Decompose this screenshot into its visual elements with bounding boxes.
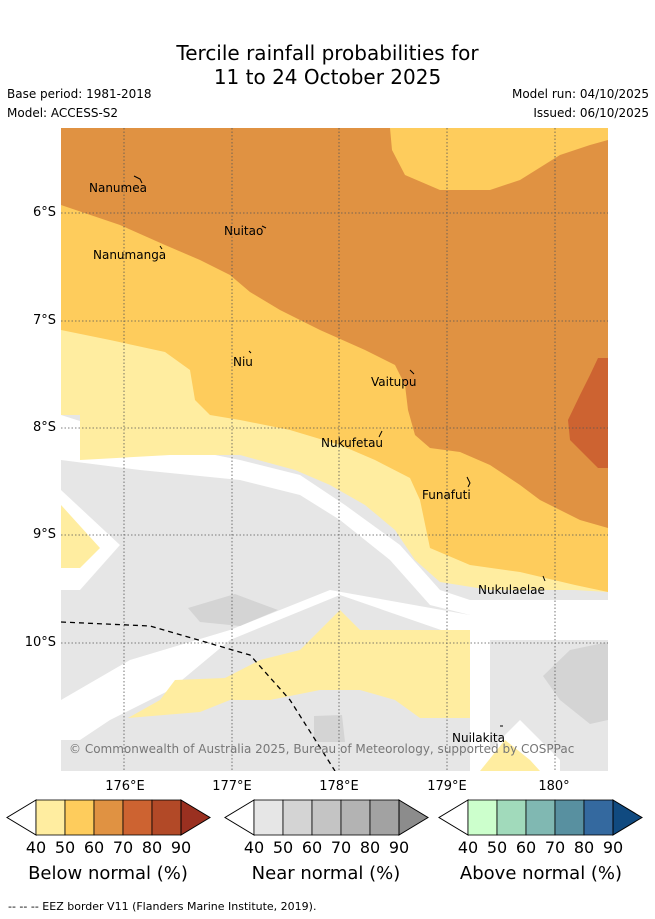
near-tick-70: 70: [330, 838, 352, 857]
near-normal-patch: [314, 715, 345, 742]
colorbar-below: [6, 799, 211, 836]
below-tick-40: 40: [25, 838, 47, 857]
island-nuitao: [261, 225, 267, 229]
place-label-nuitao: Nuitao: [224, 224, 264, 238]
above-swatch-90: [612, 799, 643, 836]
below-normal-70-80: [568, 358, 608, 468]
above-swatch-60: [525, 799, 556, 836]
model-name: Model: ACCESS-S2: [7, 106, 119, 120]
near-tick-50: 50: [272, 838, 294, 857]
near-tick-40: 40: [243, 838, 265, 857]
above-tick-80: 80: [573, 838, 595, 857]
title-line-2: 11 to 24 October 2025: [213, 65, 442, 89]
near-normal-patch: [188, 594, 278, 626]
above-tick-40: 40: [457, 838, 479, 857]
place-label-nukulaelae: Nukulaelae: [478, 583, 545, 597]
island-funafuti: [466, 476, 471, 488]
island-vaitupu: [409, 369, 415, 375]
below-swatch-80: [151, 799, 182, 836]
below-swatch-40: [35, 799, 66, 836]
above-swatch-70: [554, 799, 585, 836]
near-tick-90: 90: [388, 838, 410, 857]
near-swatch-60: [311, 799, 342, 836]
graticule: [61, 128, 608, 771]
lat-label-8s: 8°S: [32, 420, 56, 435]
place-label-nanumea: Nanumea: [89, 181, 147, 195]
lon-label-178e: 178°E: [319, 779, 359, 794]
island-nanumea: [133, 175, 143, 184]
near-normal-patch: [543, 642, 608, 724]
below-swatch-50: [64, 799, 95, 836]
no-signal-band: [470, 610, 490, 771]
above-swatch-40: [467, 799, 498, 836]
near-tick-60: 60: [301, 838, 323, 857]
lat-label-6s: 6°S: [32, 205, 56, 220]
island-nanumanga: [159, 245, 163, 250]
above-swatch-80: [583, 799, 614, 836]
lon-label-180: 180°: [538, 779, 570, 794]
below-tick-50: 50: [54, 838, 76, 857]
eez-border: [61, 621, 336, 771]
lon-label-177e: 177°E: [212, 779, 252, 794]
near-swatch-50: [282, 799, 313, 836]
below-swatch-60: [93, 799, 124, 836]
near-swatch-70: [340, 799, 371, 836]
base-period: Base period: 1981-2018: [7, 87, 152, 101]
island-nukufetau: [378, 430, 383, 438]
above-tick-50: 50: [486, 838, 508, 857]
colorbar-above: [438, 799, 643, 836]
above-normal-title: Above normal (%): [459, 863, 623, 884]
issued-date: Issued: 06/10/2025: [533, 106, 649, 120]
near-tick-80: 80: [359, 838, 381, 857]
island-niu: [248, 350, 252, 354]
above-swatch-50: [496, 799, 527, 836]
below-normal-40-50: [61, 505, 100, 568]
lon-label-176e: 176°E: [105, 779, 145, 794]
lat-label-10s: 10°S: [24, 635, 56, 650]
near-normal-title: Near normal (%): [251, 863, 401, 884]
place-label-nuilakita: Nuilakita: [452, 731, 505, 745]
lat-label-7s: 7°S: [32, 313, 56, 328]
colorbar-near: [224, 799, 429, 836]
near-swatch-80: [369, 799, 400, 836]
place-label-vaitupu: Vaitupu: [371, 375, 417, 389]
place-label-nukufetau: Nukufetau: [321, 436, 384, 450]
below-swatch-70: [122, 799, 153, 836]
title-line-1: Tercile rainfall probabilities for: [176, 41, 479, 65]
lat-label-9s: 9°S: [32, 527, 56, 542]
above-tick-60: 60: [515, 838, 537, 857]
below-tick-60: 60: [83, 838, 105, 857]
near-swatch-40: [253, 799, 284, 836]
above-tick-90: 90: [602, 838, 624, 857]
eez-footnote: -- -- -- EEZ border V11 (Flanders Marine…: [8, 900, 317, 913]
model-run: Model run: 04/10/2025: [511, 87, 649, 101]
copyright-notice: © Commonwealth of Australia 2025, Bureau…: [69, 742, 575, 756]
below-tick-80: 80: [141, 838, 163, 857]
place-label-niu: Niu: [233, 355, 253, 369]
lon-label-179e: 179°E: [427, 779, 467, 794]
below-normal-40-50: [128, 610, 470, 718]
below-normal-40-50: [480, 740, 540, 771]
island-nukulaelae: [542, 575, 546, 582]
near-swatch-90: [398, 799, 429, 836]
place-label-nanumanga: Nanumanga: [93, 248, 167, 262]
no-signal-band: [61, 415, 608, 740]
below-normal-title: Below normal (%): [28, 863, 188, 884]
below-tick-90: 90: [170, 838, 192, 857]
below-tick-70: 70: [112, 838, 134, 857]
place-label-funafuti: Funafuti: [422, 488, 471, 502]
below-swatch-90: [180, 799, 211, 836]
above-tick-70: 70: [544, 838, 566, 857]
